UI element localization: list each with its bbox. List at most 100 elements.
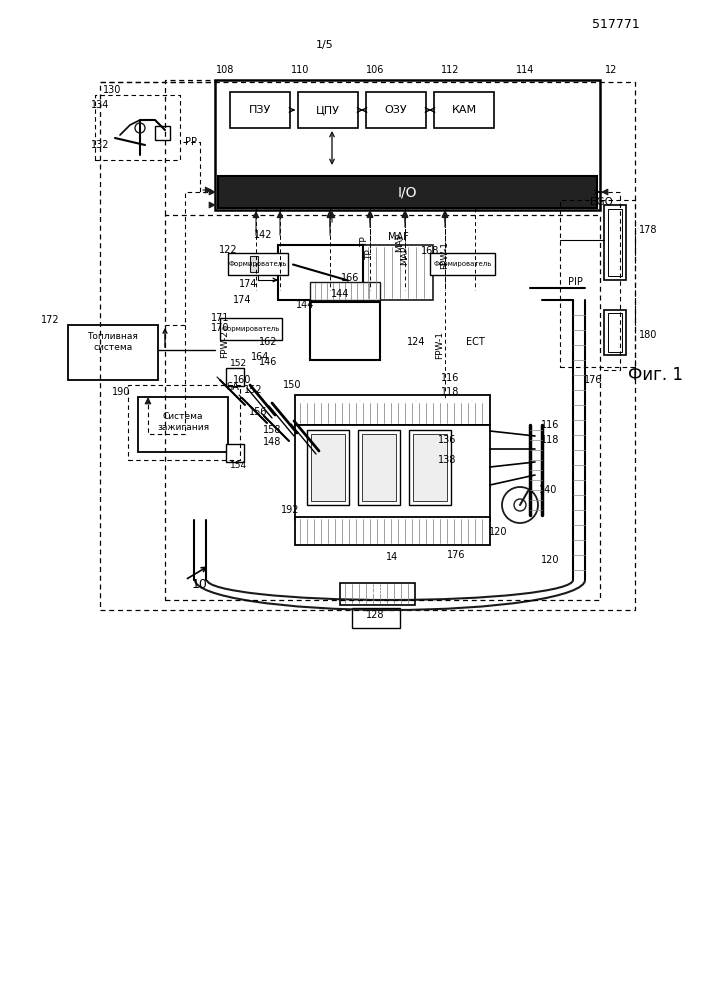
Bar <box>295 395 490 425</box>
Text: 171: 171 <box>211 313 229 323</box>
Text: MAF: MAF <box>387 232 409 242</box>
Text: Фиг. 1: Фиг. 1 <box>629 366 684 384</box>
Text: 148: 148 <box>263 437 281 447</box>
Text: ЦПУ: ЦПУ <box>316 105 340 115</box>
Text: 164: 164 <box>251 352 269 362</box>
Text: EGO: EGO <box>590 197 613 207</box>
Text: 150: 150 <box>283 380 301 390</box>
Text: 14: 14 <box>386 552 399 562</box>
Text: 140: 140 <box>539 485 557 495</box>
Text: 162: 162 <box>259 337 277 347</box>
Text: 122: 122 <box>218 245 238 255</box>
Text: 120: 120 <box>489 527 507 537</box>
Bar <box>358 430 400 505</box>
Text: FPW-1: FPW-1 <box>440 241 450 269</box>
Text: 178: 178 <box>638 225 658 235</box>
Text: 168: 168 <box>421 246 439 256</box>
Bar <box>608 313 622 352</box>
Text: Система
зажигания: Система зажигания <box>157 412 209 432</box>
Text: 128: 128 <box>367 587 383 596</box>
Bar <box>340 583 415 605</box>
Text: Формирователь: Формирователь <box>229 261 287 267</box>
Text: 116: 116 <box>541 420 559 430</box>
Text: Топливная
система: Топливная система <box>88 332 139 352</box>
Text: 170: 170 <box>211 323 229 333</box>
Bar <box>307 430 349 505</box>
Text: 1/5: 1/5 <box>316 40 334 50</box>
Bar <box>434 92 494 128</box>
Text: ПЗУ: ПЗУ <box>249 105 271 115</box>
Bar <box>430 253 495 275</box>
Text: 138: 138 <box>438 455 456 465</box>
Text: 142: 142 <box>254 230 272 240</box>
Text: 128: 128 <box>366 610 384 620</box>
Bar <box>366 92 426 128</box>
Text: MAP: MAP <box>395 232 404 252</box>
Text: 118: 118 <box>440 387 459 397</box>
Polygon shape <box>363 245 433 300</box>
Text: 152: 152 <box>245 385 263 395</box>
Text: КАМ: КАМ <box>452 105 477 115</box>
Text: 132: 132 <box>90 140 110 150</box>
Text: PP: PP <box>185 137 197 147</box>
Text: 120: 120 <box>541 555 559 565</box>
Bar <box>604 205 626 280</box>
Bar <box>295 425 490 520</box>
Text: 146: 146 <box>259 357 277 367</box>
Bar <box>155 126 170 140</box>
Text: 174: 174 <box>233 295 251 305</box>
Text: 180: 180 <box>639 330 658 340</box>
Text: SA: SA <box>226 382 240 392</box>
Text: 118: 118 <box>541 435 559 445</box>
Bar <box>298 92 358 128</box>
Text: 172: 172 <box>42 315 60 325</box>
Bar <box>295 517 490 545</box>
Text: Формирователь: Формирователь <box>434 261 492 267</box>
Bar <box>278 245 363 300</box>
Text: TP: TP <box>366 250 375 260</box>
Bar <box>215 80 600 210</box>
Text: 156: 156 <box>249 407 267 417</box>
Bar <box>362 434 396 501</box>
Text: FPW-2: FPW-2 <box>221 330 230 358</box>
Text: 112: 112 <box>440 65 460 75</box>
Text: MAP: MAP <box>400 245 409 265</box>
Text: 158: 158 <box>263 425 281 435</box>
Bar <box>228 253 288 275</box>
Bar <box>138 397 228 452</box>
Bar <box>409 430 451 505</box>
Bar <box>220 318 282 340</box>
Text: 144: 144 <box>331 289 349 299</box>
Bar <box>226 444 244 462</box>
Text: ОЗУ: ОЗУ <box>385 105 407 115</box>
Text: 154: 154 <box>230 460 247 470</box>
Text: Формирователь: Формирователь <box>222 326 280 332</box>
Text: 116: 116 <box>440 373 459 383</box>
Text: FPW-1: FPW-1 <box>436 331 445 359</box>
Text: 130: 130 <box>103 85 121 95</box>
Text: ECT: ECT <box>466 337 484 347</box>
Text: 190: 190 <box>112 387 130 397</box>
Bar <box>250 256 258 272</box>
Text: 12: 12 <box>605 65 617 75</box>
Text: 124: 124 <box>407 337 425 347</box>
Bar <box>311 434 345 501</box>
Text: 160: 160 <box>233 375 251 385</box>
Bar <box>608 209 622 276</box>
Bar <box>218 176 597 208</box>
Text: 114: 114 <box>516 65 534 75</box>
Bar <box>310 302 380 360</box>
Text: 176: 176 <box>584 375 602 385</box>
Bar <box>604 310 626 355</box>
Bar <box>352 608 400 628</box>
Text: 152: 152 <box>230 360 247 368</box>
Text: 134: 134 <box>90 100 109 110</box>
Text: TP: TP <box>361 237 370 247</box>
Text: 10: 10 <box>192 578 208 591</box>
Text: 136: 136 <box>438 435 456 445</box>
Text: 176: 176 <box>447 550 465 560</box>
Text: 166: 166 <box>341 273 359 283</box>
Text: I/O: I/O <box>398 185 417 199</box>
Bar <box>310 282 380 300</box>
Text: 110: 110 <box>291 65 309 75</box>
